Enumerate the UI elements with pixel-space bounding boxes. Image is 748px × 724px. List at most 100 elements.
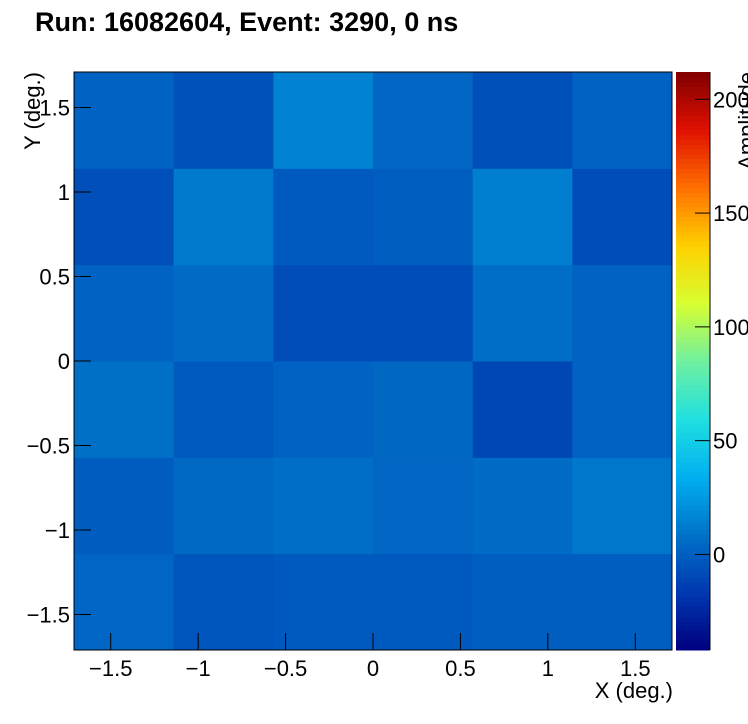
z-axis-label: Amplitude [734, 72, 748, 170]
heatmap-cell [173, 457, 274, 555]
colorbar-segment [676, 105, 710, 112]
colorbar-segment [676, 86, 710, 92]
colorbar-segment [676, 100, 710, 107]
heatmap-cell [74, 457, 175, 555]
colorbar-segment [676, 110, 710, 116]
colorbar-segment [676, 621, 710, 627]
colorbar-segment [676, 173, 710, 179]
colorbar-segment [676, 587, 710, 593]
heatmap-cell [273, 168, 374, 266]
colorbar-segment [676, 192, 710, 198]
colorbar-segment [676, 399, 710, 405]
heatmap-cell [572, 361, 673, 458]
colorbar-segment [676, 346, 710, 352]
colorbar-segment [676, 462, 710, 468]
colorbar-segment [676, 332, 710, 338]
colorbar-segment [676, 385, 710, 391]
colorbar-segment [676, 149, 710, 155]
colorbar-segment [676, 466, 710, 473]
colorbar-segment [676, 452, 710, 458]
colorbar-segment [676, 226, 710, 232]
x-tick-label: 1.5 [620, 656, 651, 681]
heatmap-cell [273, 457, 374, 555]
colorbar-segment [676, 519, 710, 526]
colorbar-segment [676, 491, 710, 497]
heatmap-cell [572, 553, 673, 651]
colorbar-segment [676, 572, 710, 579]
colorbar-segment [676, 370, 710, 376]
colorbar-segment [676, 471, 710, 478]
colorbar-segment [676, 327, 710, 333]
colorbar-segment [676, 524, 710, 531]
colorbar-segment [676, 582, 710, 588]
z-tick-label: 150 [713, 201, 748, 226]
heatmap-cell [173, 553, 274, 651]
y-tick-label: 1.5 [39, 95, 70, 120]
colorbar-segment [676, 129, 710, 136]
heatmap-cell [173, 72, 274, 169]
colorbar-segment [676, 76, 710, 83]
colorbar-segment [676, 336, 710, 343]
y-tick-label: −1 [45, 518, 70, 543]
colorbar-segment [676, 645, 710, 651]
colorbar-segment [676, 495, 710, 502]
colorbar-segment [676, 640, 710, 646]
colorbar-segment [676, 486, 710, 492]
y-tick-label: −1.5 [27, 603, 70, 628]
colorbar-segment [676, 240, 710, 246]
colorbar-segment [676, 548, 710, 555]
z-tick-label: 50 [713, 429, 737, 454]
y-tick-label: −0.5 [27, 434, 70, 459]
heatmap-cell [273, 72, 374, 169]
colorbar-segment [676, 144, 710, 150]
chart-title: Run: 16082604, Event: 3290, 0 ns [35, 7, 458, 37]
colorbar-segment [676, 230, 710, 237]
colorbar-segment [676, 221, 710, 227]
colorbar-segment [676, 255, 710, 261]
heatmap-cell [572, 264, 673, 362]
heatmap-cell [273, 361, 374, 458]
heatmap-cell [273, 264, 374, 362]
y-tick-label: 0 [58, 349, 70, 374]
colorbar-segment [676, 163, 710, 169]
colorbar-segment [676, 264, 710, 270]
colorbar-segment [676, 563, 710, 569]
colorbar-segment [676, 274, 710, 280]
colorbar-segment [676, 529, 710, 535]
y-tick-label: 1 [58, 180, 70, 205]
heatmap-cell [472, 457, 573, 555]
colorbar-segment [676, 409, 710, 415]
heatmap-cell [173, 168, 274, 266]
colorbar-segment [676, 428, 710, 434]
colorbar-segment [676, 553, 710, 559]
colorbar-segment [676, 606, 710, 612]
heatmap-cell [74, 264, 175, 362]
colorbar-segment [676, 389, 710, 396]
heatmap-cell [74, 361, 175, 458]
colorbar-segment [676, 442, 710, 449]
colorbar-segment [676, 630, 710, 637]
colorbar-segment [676, 250, 710, 256]
colorbar-segment [676, 597, 710, 603]
colorbar-segment [676, 481, 710, 487]
colorbar-segment [676, 476, 710, 482]
colorbar-segment [676, 341, 710, 348]
colorbar-segment [676, 500, 710, 506]
colorbar-segment [676, 134, 710, 140]
colorbar-segment [676, 312, 710, 319]
colorbar-segment [676, 303, 710, 309]
heatmap-cell [472, 168, 573, 266]
heatmap-cell [472, 361, 573, 458]
colorbar-segment [676, 457, 710, 463]
colorbar-segment [676, 515, 710, 521]
heatmap-cell [74, 168, 175, 266]
colorbar-segment [676, 611, 710, 617]
colorbar-segment [676, 187, 710, 193]
colorbar-segment [676, 120, 710, 126]
colorbar-segment [676, 568, 710, 574]
z-tick-label: 100 [713, 315, 748, 340]
colorbar-segment [676, 404, 710, 410]
heatmap-cell [173, 264, 274, 362]
colorbar-segment [676, 625, 710, 632]
